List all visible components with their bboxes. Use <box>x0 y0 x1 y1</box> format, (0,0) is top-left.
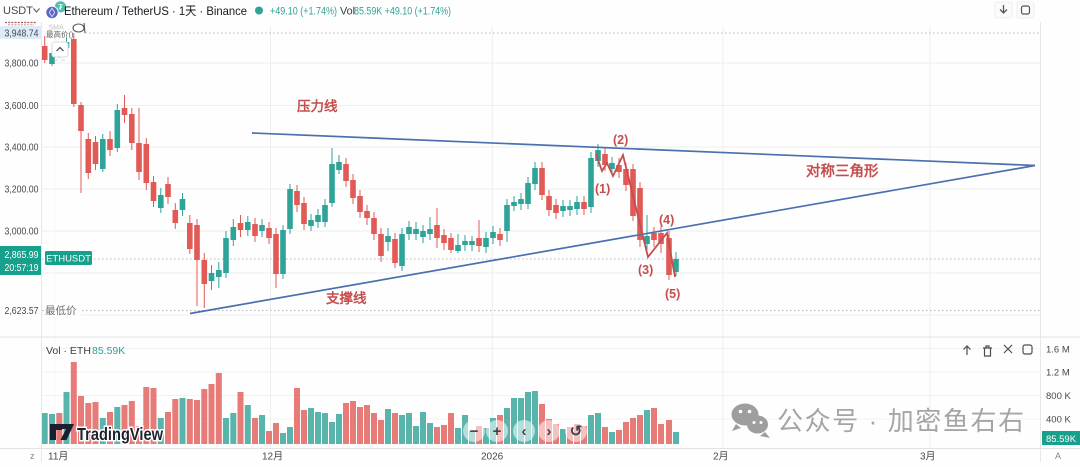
svg-text:TradingView: TradingView <box>77 424 163 444</box>
svg-text:3月: 3月 <box>920 451 936 463</box>
svg-text:公众号 · 加密鱼右右: 公众号 · 加密鱼右右 <box>777 406 1026 436</box>
svg-text:85.59K: 85.59K <box>92 345 125 357</box>
svg-text:2月: 2月 <box>713 451 729 463</box>
svg-text:ETHUSDT: ETHUSDT <box>46 254 91 265</box>
svg-text:压力线: 压力线 <box>297 98 338 114</box>
svg-text:20:57:19: 20:57:19 <box>5 263 39 274</box>
svg-text:2,865.99: 2,865.99 <box>5 250 39 261</box>
svg-text:3,000.00: 3,000.00 <box>5 227 39 238</box>
svg-text:z: z <box>30 451 35 461</box>
svg-text:2,623.57: 2,623.57 <box>5 306 39 317</box>
svg-text:A: A <box>1055 451 1061 461</box>
svg-text:3,600.00: 3,600.00 <box>5 101 39 112</box>
svg-text:−: − <box>470 423 479 440</box>
svg-text:12月: 12月 <box>262 451 283 463</box>
svg-text:最高价(): 最高价() <box>46 29 74 39</box>
svg-text:(2): (2) <box>613 133 628 147</box>
svg-text:3,200.00: 3,200.00 <box>5 185 39 196</box>
svg-text:(1): (1) <box>595 182 610 196</box>
svg-text:400 K: 400 K <box>1046 415 1071 426</box>
svg-text:支撑线: 支撑线 <box>325 290 367 306</box>
svg-text:85.59K +49.10 (+1.74%): 85.59K +49.10 (+1.74%) <box>354 6 451 18</box>
svg-text:1.6 M: 1.6 M <box>1046 345 1070 356</box>
svg-text:(3): (3) <box>638 263 653 277</box>
svg-text:最低价: 最低价 <box>45 304 77 317</box>
svg-text:Ethereum / TetherUS · 1天 · Bin: Ethereum / TetherUS · 1天 · Binance <box>64 4 247 18</box>
svg-text:+: + <box>493 423 502 440</box>
svg-text:USDT: USDT <box>3 5 33 17</box>
svg-text:3,400.00: 3,400.00 <box>5 143 39 154</box>
svg-text:Vol: Vol <box>340 6 355 18</box>
svg-text:↺: ↺ <box>570 423 583 440</box>
svg-text:(5): (5) <box>665 287 680 301</box>
svg-text:›: › <box>547 423 552 440</box>
svg-text:85.59K: 85.59K <box>1046 434 1077 445</box>
svg-text:(4): (4) <box>659 213 674 227</box>
svg-text:800 K: 800 K <box>1046 391 1071 402</box>
svg-text:SMA: SMA <box>49 25 65 32</box>
svg-text:2026: 2026 <box>481 452 504 463</box>
svg-text:+49.10 (+1.74%): +49.10 (+1.74%) <box>270 6 337 18</box>
svg-text:3,948.74: 3,948.74 <box>5 29 39 40</box>
svg-text:1.2 M: 1.2 M <box>1046 368 1070 379</box>
svg-text:‹: ‹ <box>522 423 527 440</box>
svg-text:对称三角形: 对称三角形 <box>806 162 879 180</box>
svg-text:Vol · ETH: Vol · ETH <box>46 345 91 357</box>
svg-text:3,800.00: 3,800.00 <box>5 59 39 70</box>
svg-text:₮: ₮ <box>58 3 63 12</box>
svg-text:11月: 11月 <box>48 451 68 463</box>
